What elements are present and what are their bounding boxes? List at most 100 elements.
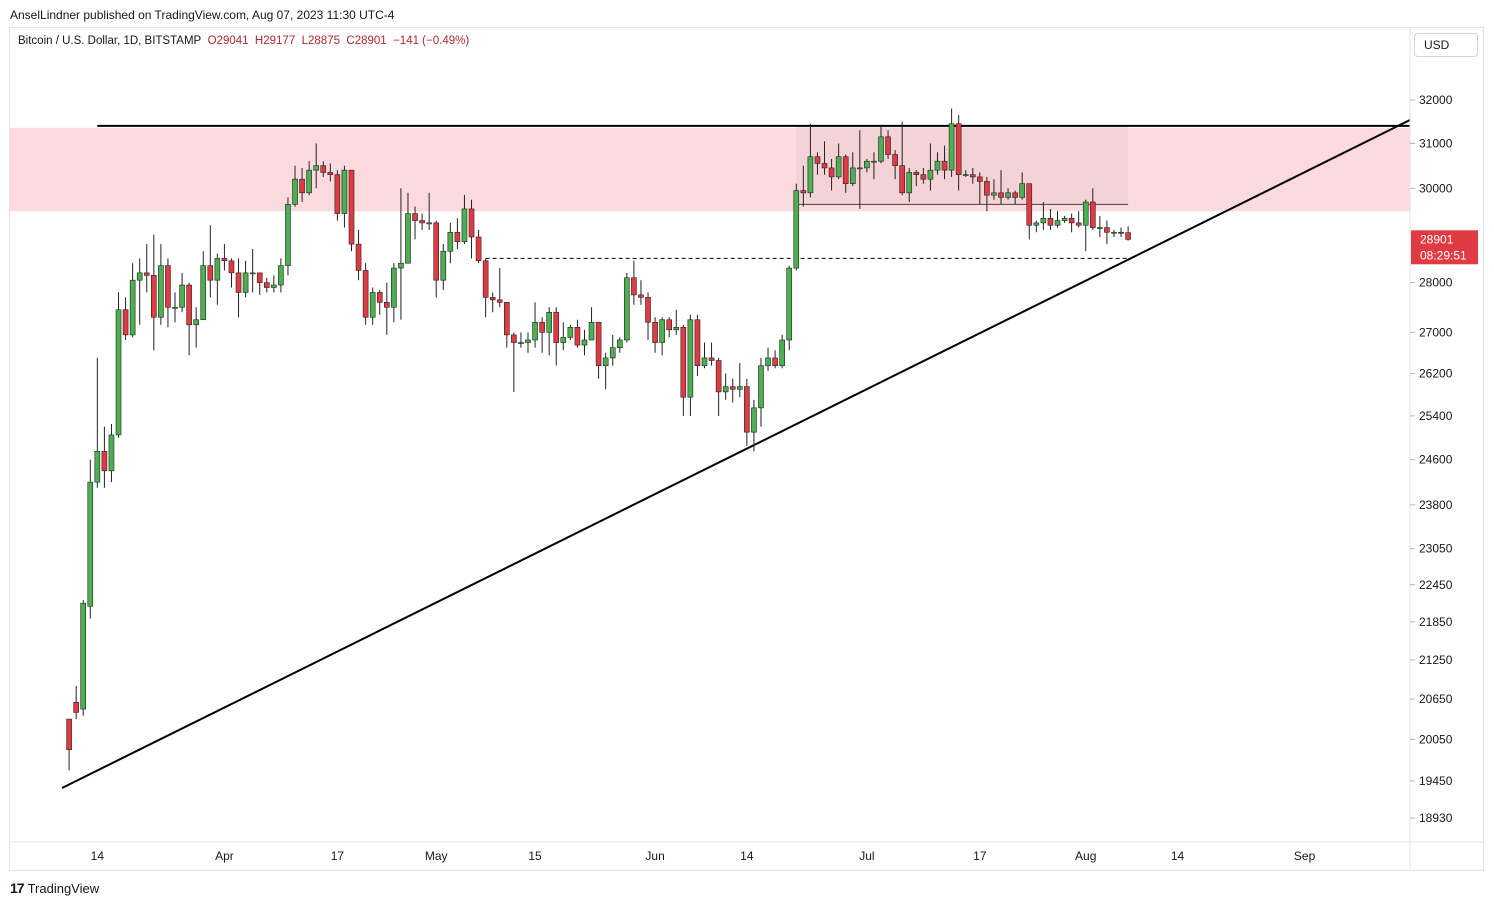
plot-area [10,108,1410,789]
candle-body [313,165,320,171]
y-tick-label: 18930 [1419,811,1453,825]
candle-body [751,407,757,433]
currency-button[interactable]: USD [1414,33,1478,57]
x-tick-label: Jul [859,849,874,863]
candle-body [482,260,489,298]
candle-body [496,299,503,303]
candle-body [729,386,736,390]
candle-body [736,386,743,390]
candle-body [595,321,602,366]
candle-body [1026,183,1033,226]
chart-frame [9,27,1484,871]
candle-body [998,192,1004,198]
candle-body [828,167,835,178]
candle-body [306,169,312,194]
candle-body [673,327,680,331]
candle-body [864,160,870,169]
brand-name: TradingView [27,880,100,896]
candle-body [320,165,327,173]
x-tick-label: 14 [1171,849,1185,863]
candle-body [948,123,955,171]
candle-body [744,386,750,433]
x-tick-label: May [425,849,448,863]
candle-body [1033,222,1040,226]
candle-body [129,279,136,336]
candle-body [701,357,708,366]
candle-body [878,136,884,162]
high-value: H29177 [254,35,296,47]
candle-body [793,190,800,269]
candle-body [419,220,425,224]
x-tick-label: Jun [645,849,664,863]
candle-body [977,176,983,182]
candle-body [405,213,411,264]
candle-body [991,192,997,196]
candle-body [1097,227,1103,229]
candle-body [842,156,849,185]
candle-body [645,297,651,323]
candle-body [532,321,538,341]
candle-body [398,262,404,269]
publisher-caption: AnselLindner published on TradingView.co… [10,8,395,22]
candle-body [179,284,185,308]
candle-body [122,309,129,336]
symbol-name: Bitcoin / U.S. Dollar, 1D, BITSTAMP [18,35,202,47]
candle-body [1125,232,1131,240]
candle-body [927,169,934,180]
candle-body [327,172,334,175]
x-tick-label: 15 [528,849,542,863]
candle-body [1104,227,1110,233]
candle-body [433,222,440,281]
candle-body [348,169,355,245]
candle-body [687,319,694,398]
candle-body [165,265,171,308]
candle-body [962,174,969,176]
candle-body [722,386,729,393]
close-value: C28901 [346,35,387,47]
candle-body [489,297,496,301]
y-tick-label: 21850 [1419,615,1453,629]
candle-body [906,172,913,194]
candle-body [334,174,341,214]
change-value: −141 (−0.49%) [393,35,470,47]
candle-body [638,294,644,298]
candle-body [249,272,256,275]
candle-body [108,434,115,472]
candle-body [588,321,595,341]
candle-body [913,172,920,175]
candle-body [115,309,122,436]
candle-body [758,365,764,409]
candle-body [546,311,552,333]
candle-body [1019,183,1026,198]
y-tick-label: 32000 [1419,93,1453,107]
candle-body [609,347,616,359]
footer-brand: 17 TradingView [10,880,99,896]
candle-body [934,160,941,171]
candle-body [475,236,482,262]
candle-body [892,154,898,166]
candle-body [1005,192,1011,198]
candle-body [694,319,701,366]
candle-body [560,337,567,343]
candle-body [151,275,157,318]
candle-body [256,272,263,283]
x-tick-label: Aug [1075,849,1096,863]
candle-body [66,718,72,750]
candle-body [511,334,517,343]
candle-body [849,167,856,185]
ascending-trendline [61,119,1410,789]
candle-body [1054,220,1061,226]
candle-body [715,360,722,393]
candle-body [285,204,291,266]
candle-body [920,174,927,180]
y-tick-label: 26200 [1419,366,1453,380]
candle-body [87,481,94,607]
candle-body [800,190,807,194]
candle-body [779,339,785,366]
candle-body [101,451,108,472]
last-price-countdown: 08:29:51 [1420,248,1467,262]
y-tick-label: 24600 [1419,453,1453,467]
candle-body [624,277,630,341]
candle-body [242,272,249,293]
